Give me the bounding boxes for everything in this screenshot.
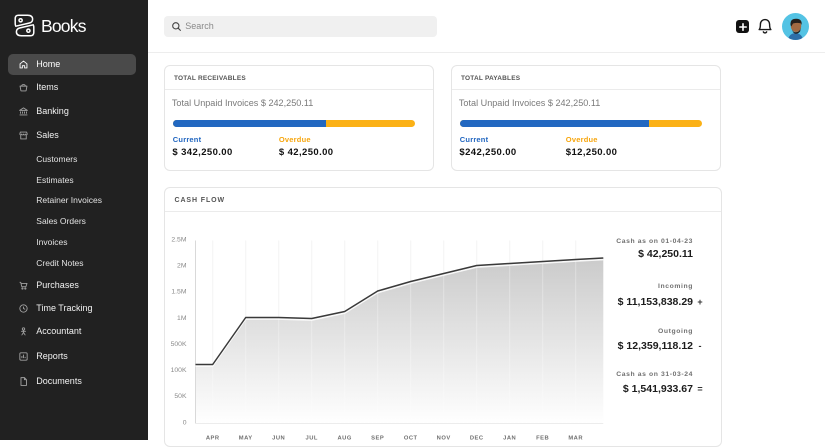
svg-text:OCT: OCT <box>404 435 418 440</box>
svg-text:JUN: JUN <box>272 435 285 440</box>
svg-text:AUG: AUG <box>338 435 352 440</box>
svg-text:MAR: MAR <box>568 435 583 440</box>
svg-text:JAN: JAN <box>503 435 516 440</box>
svg-text:50K: 50K <box>174 393 187 400</box>
svg-text:FEB: FEB <box>536 435 549 440</box>
svg-text:SEP: SEP <box>371 435 384 440</box>
svg-text:2M: 2M <box>177 263 187 270</box>
svg-text:2.5M: 2.5M <box>171 236 186 243</box>
svg-text:0: 0 <box>183 419 187 426</box>
svg-text:500K: 500K <box>171 341 187 348</box>
svg-text:1M: 1M <box>177 315 187 322</box>
svg-text:APR: APR <box>206 435 220 440</box>
svg-text:JUL: JUL <box>305 435 317 440</box>
svg-text:DEC: DEC <box>470 435 484 440</box>
svg-text:100K: 100K <box>171 367 187 374</box>
svg-text:MAY: MAY <box>239 435 253 440</box>
svg-text:NOV: NOV <box>437 435 451 440</box>
svg-text:1.5M: 1.5M <box>171 289 186 296</box>
